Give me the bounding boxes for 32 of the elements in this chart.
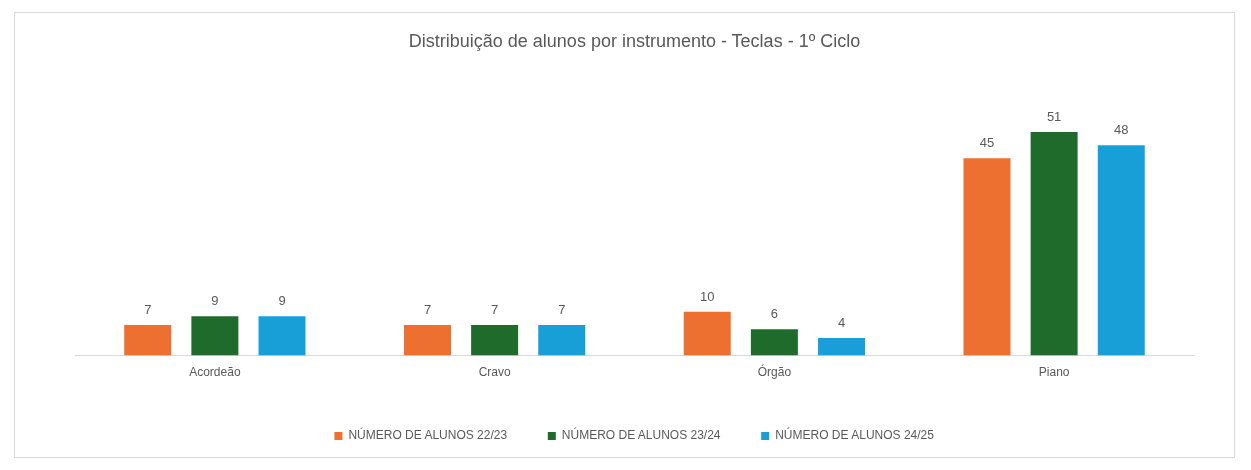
bar — [124, 324, 172, 356]
data-label: 51 — [1046, 109, 1062, 125]
x-tick-label: Piano — [1038, 365, 1070, 380]
bar — [258, 316, 306, 356]
data-label: 6 — [770, 306, 778, 322]
chart-title: Distribuição de alunos por instrumento - Teclas - 1º Ciclo — [408, 30, 861, 51]
legend-label: NÚMERO DE ALUNOS 22/23 — [348, 427, 508, 443]
legend-label: NÚMERO DE ALUNOS 24/25 — [775, 427, 935, 443]
legend-label: NÚMERO DE ALUNOS 23/24 — [561, 427, 721, 443]
bar — [1097, 145, 1145, 356]
data-label: 7 — [558, 301, 566, 317]
data-label: 7 — [423, 301, 432, 317]
bar — [538, 324, 586, 356]
data-label: 7 — [491, 301, 499, 317]
x-tick-label: Acordeão — [189, 365, 241, 380]
data-label: 10 — [700, 288, 715, 304]
data-label: 9 — [211, 293, 219, 309]
bar — [683, 311, 731, 356]
bar — [750, 329, 798, 356]
bar — [963, 158, 1011, 356]
data-label: 45 — [979, 135, 995, 151]
bar — [1030, 132, 1078, 356]
bar — [818, 338, 866, 356]
data-label: 48 — [1114, 122, 1129, 138]
data-label: 7 — [144, 301, 152, 317]
bar — [471, 324, 519, 356]
data-label: 4 — [837, 315, 846, 331]
x-tick-label: Cravo — [478, 365, 511, 380]
bar — [403, 324, 451, 356]
x-tick-label: Órgão — [757, 364, 792, 380]
data-label: 9 — [278, 293, 286, 309]
bar — [191, 316, 239, 356]
